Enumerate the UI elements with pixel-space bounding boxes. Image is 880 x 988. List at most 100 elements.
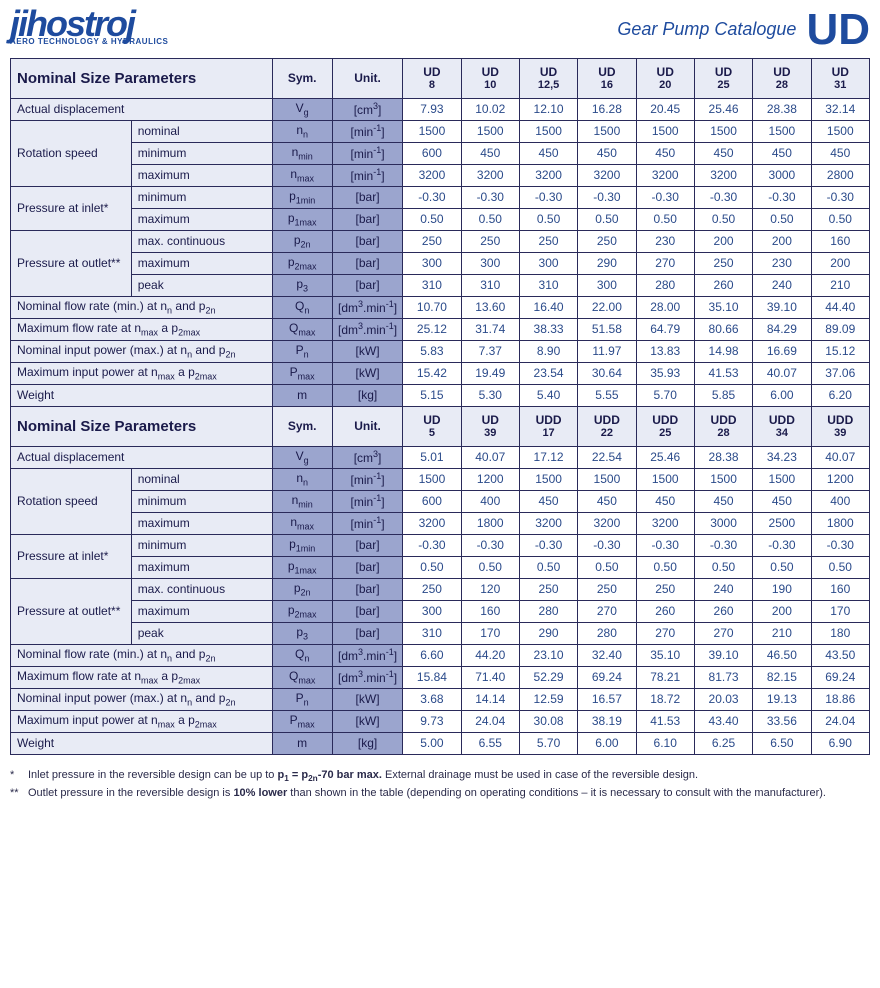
data-cell: 0.50 [753, 208, 811, 230]
data-cell: 23.54 [519, 362, 577, 384]
data-cell: 5.40 [519, 384, 577, 406]
data-cell: 600 [403, 490, 461, 512]
data-cell: 450 [519, 490, 577, 512]
data-cell: 41.53 [694, 362, 752, 384]
symbol-cell: nmin [272, 490, 332, 512]
symbol-cell: Pmax [272, 710, 332, 732]
symbol-cell: Pn [272, 340, 332, 362]
data-cell: 5.00 [403, 732, 461, 754]
unit-cell: [min-1] [332, 490, 402, 512]
data-cell: 1500 [461, 120, 519, 142]
data-cell: 1500 [519, 468, 577, 490]
data-cell: 5.15 [403, 384, 461, 406]
data-cell: 41.53 [636, 710, 694, 732]
parameter-sub-label: minimum [131, 534, 272, 556]
data-cell: 32.40 [578, 644, 636, 666]
data-cell: 3200 [636, 512, 694, 534]
symbol-cell: Qn [272, 296, 332, 318]
data-cell: 250 [519, 578, 577, 600]
data-cell: 450 [519, 142, 577, 164]
data-cell: 10.70 [403, 296, 461, 318]
data-cell: 270 [578, 600, 636, 622]
parameter-group-label: Pressure at inlet* [11, 534, 132, 578]
data-cell: 1500 [694, 468, 752, 490]
model-column-header: UD20 [636, 58, 694, 98]
data-cell: 1500 [636, 468, 694, 490]
data-cell: 25.12 [403, 318, 461, 340]
data-cell: 5.70 [636, 384, 694, 406]
parameter-sub-label: minimum [131, 490, 272, 512]
parameter-sub-label: maximum [131, 208, 272, 230]
parameter-sub-label: nominal [131, 120, 272, 142]
symbol-cell: p1max [272, 208, 332, 230]
parameter-label: Actual displacement [11, 98, 273, 120]
symbol-cell: Pn [272, 688, 332, 710]
symbol-cell: m [272, 732, 332, 754]
unit-cell: [kW] [332, 688, 402, 710]
data-cell: 6.25 [694, 732, 752, 754]
unit-cell: [kW] [332, 362, 402, 384]
data-cell: 46.50 [753, 644, 811, 666]
data-cell: -0.30 [403, 534, 461, 556]
data-cell: 0.50 [519, 208, 577, 230]
data-cell: 82.15 [753, 666, 811, 688]
data-cell: 6.60 [403, 644, 461, 666]
footnotes: *Inlet pressure in the reversible design… [10, 767, 870, 802]
data-cell: 5.30 [461, 384, 519, 406]
footnote-2: Outlet pressure in the reversible design… [28, 787, 826, 799]
parameter-label: Maximum input power at nmax a p2max [11, 710, 273, 732]
data-cell: 250 [578, 578, 636, 600]
catalogue-title: Gear Pump Catalogue [617, 19, 796, 40]
parameter-label: Actual displacement [11, 446, 273, 468]
data-cell: 6.55 [461, 732, 519, 754]
data-cell: 12.10 [519, 98, 577, 120]
data-cell: 0.50 [811, 556, 869, 578]
symbol-cell: nmax [272, 512, 332, 534]
unit-cell: [bar] [332, 556, 402, 578]
unit-cell: [bar] [332, 578, 402, 600]
data-cell: -0.30 [694, 534, 752, 556]
data-cell: 69.24 [578, 666, 636, 688]
series-badge: UD [806, 10, 870, 50]
data-cell: 31.74 [461, 318, 519, 340]
data-cell: 78.21 [636, 666, 694, 688]
data-cell: 270 [636, 622, 694, 644]
model-column-header: UDD25 [636, 406, 694, 446]
data-cell: 30.64 [578, 362, 636, 384]
data-cell: 32.14 [811, 98, 869, 120]
data-cell: 450 [753, 490, 811, 512]
data-cell: 11.97 [578, 340, 636, 362]
data-cell: 28.00 [636, 296, 694, 318]
data-cell: 6.90 [811, 732, 869, 754]
parameter-label: Maximum flow rate at nmax a p2max [11, 666, 273, 688]
unit-cell: [dm3.min-1] [332, 296, 402, 318]
data-cell: 7.37 [461, 340, 519, 362]
data-cell: 6.50 [753, 732, 811, 754]
section-title: Nominal Size Parameters [11, 58, 273, 98]
unit-cell: [dm3.min-1] [332, 644, 402, 666]
unit-cell: [kg] [332, 384, 402, 406]
data-cell: 0.50 [519, 556, 577, 578]
parameter-label: Nominal flow rate (min.) at nn and p2n [11, 296, 273, 318]
footnote-marker-1: * [10, 767, 28, 784]
data-cell: 24.04 [811, 710, 869, 732]
data-cell: 13.60 [461, 296, 519, 318]
data-cell: 170 [811, 600, 869, 622]
unit-cell: [bar] [332, 230, 402, 252]
parameter-label: Nominal input power (max.) at nn and p2n [11, 340, 273, 362]
data-cell: 300 [403, 252, 461, 274]
data-cell: 14.98 [694, 340, 752, 362]
unit-cell: [bar] [332, 534, 402, 556]
data-cell: 7.93 [403, 98, 461, 120]
parameter-group-label: Pressure at inlet* [11, 186, 132, 230]
data-cell: 160 [461, 600, 519, 622]
data-cell: 310 [519, 274, 577, 296]
data-cell: 40.07 [811, 446, 869, 468]
data-cell: 600 [403, 142, 461, 164]
data-cell: 3200 [578, 512, 636, 534]
data-cell: 3200 [519, 164, 577, 186]
symbol-cell: p2max [272, 252, 332, 274]
data-cell: 1200 [461, 468, 519, 490]
footnote-marker-2: ** [10, 785, 28, 802]
data-cell: 270 [694, 622, 752, 644]
